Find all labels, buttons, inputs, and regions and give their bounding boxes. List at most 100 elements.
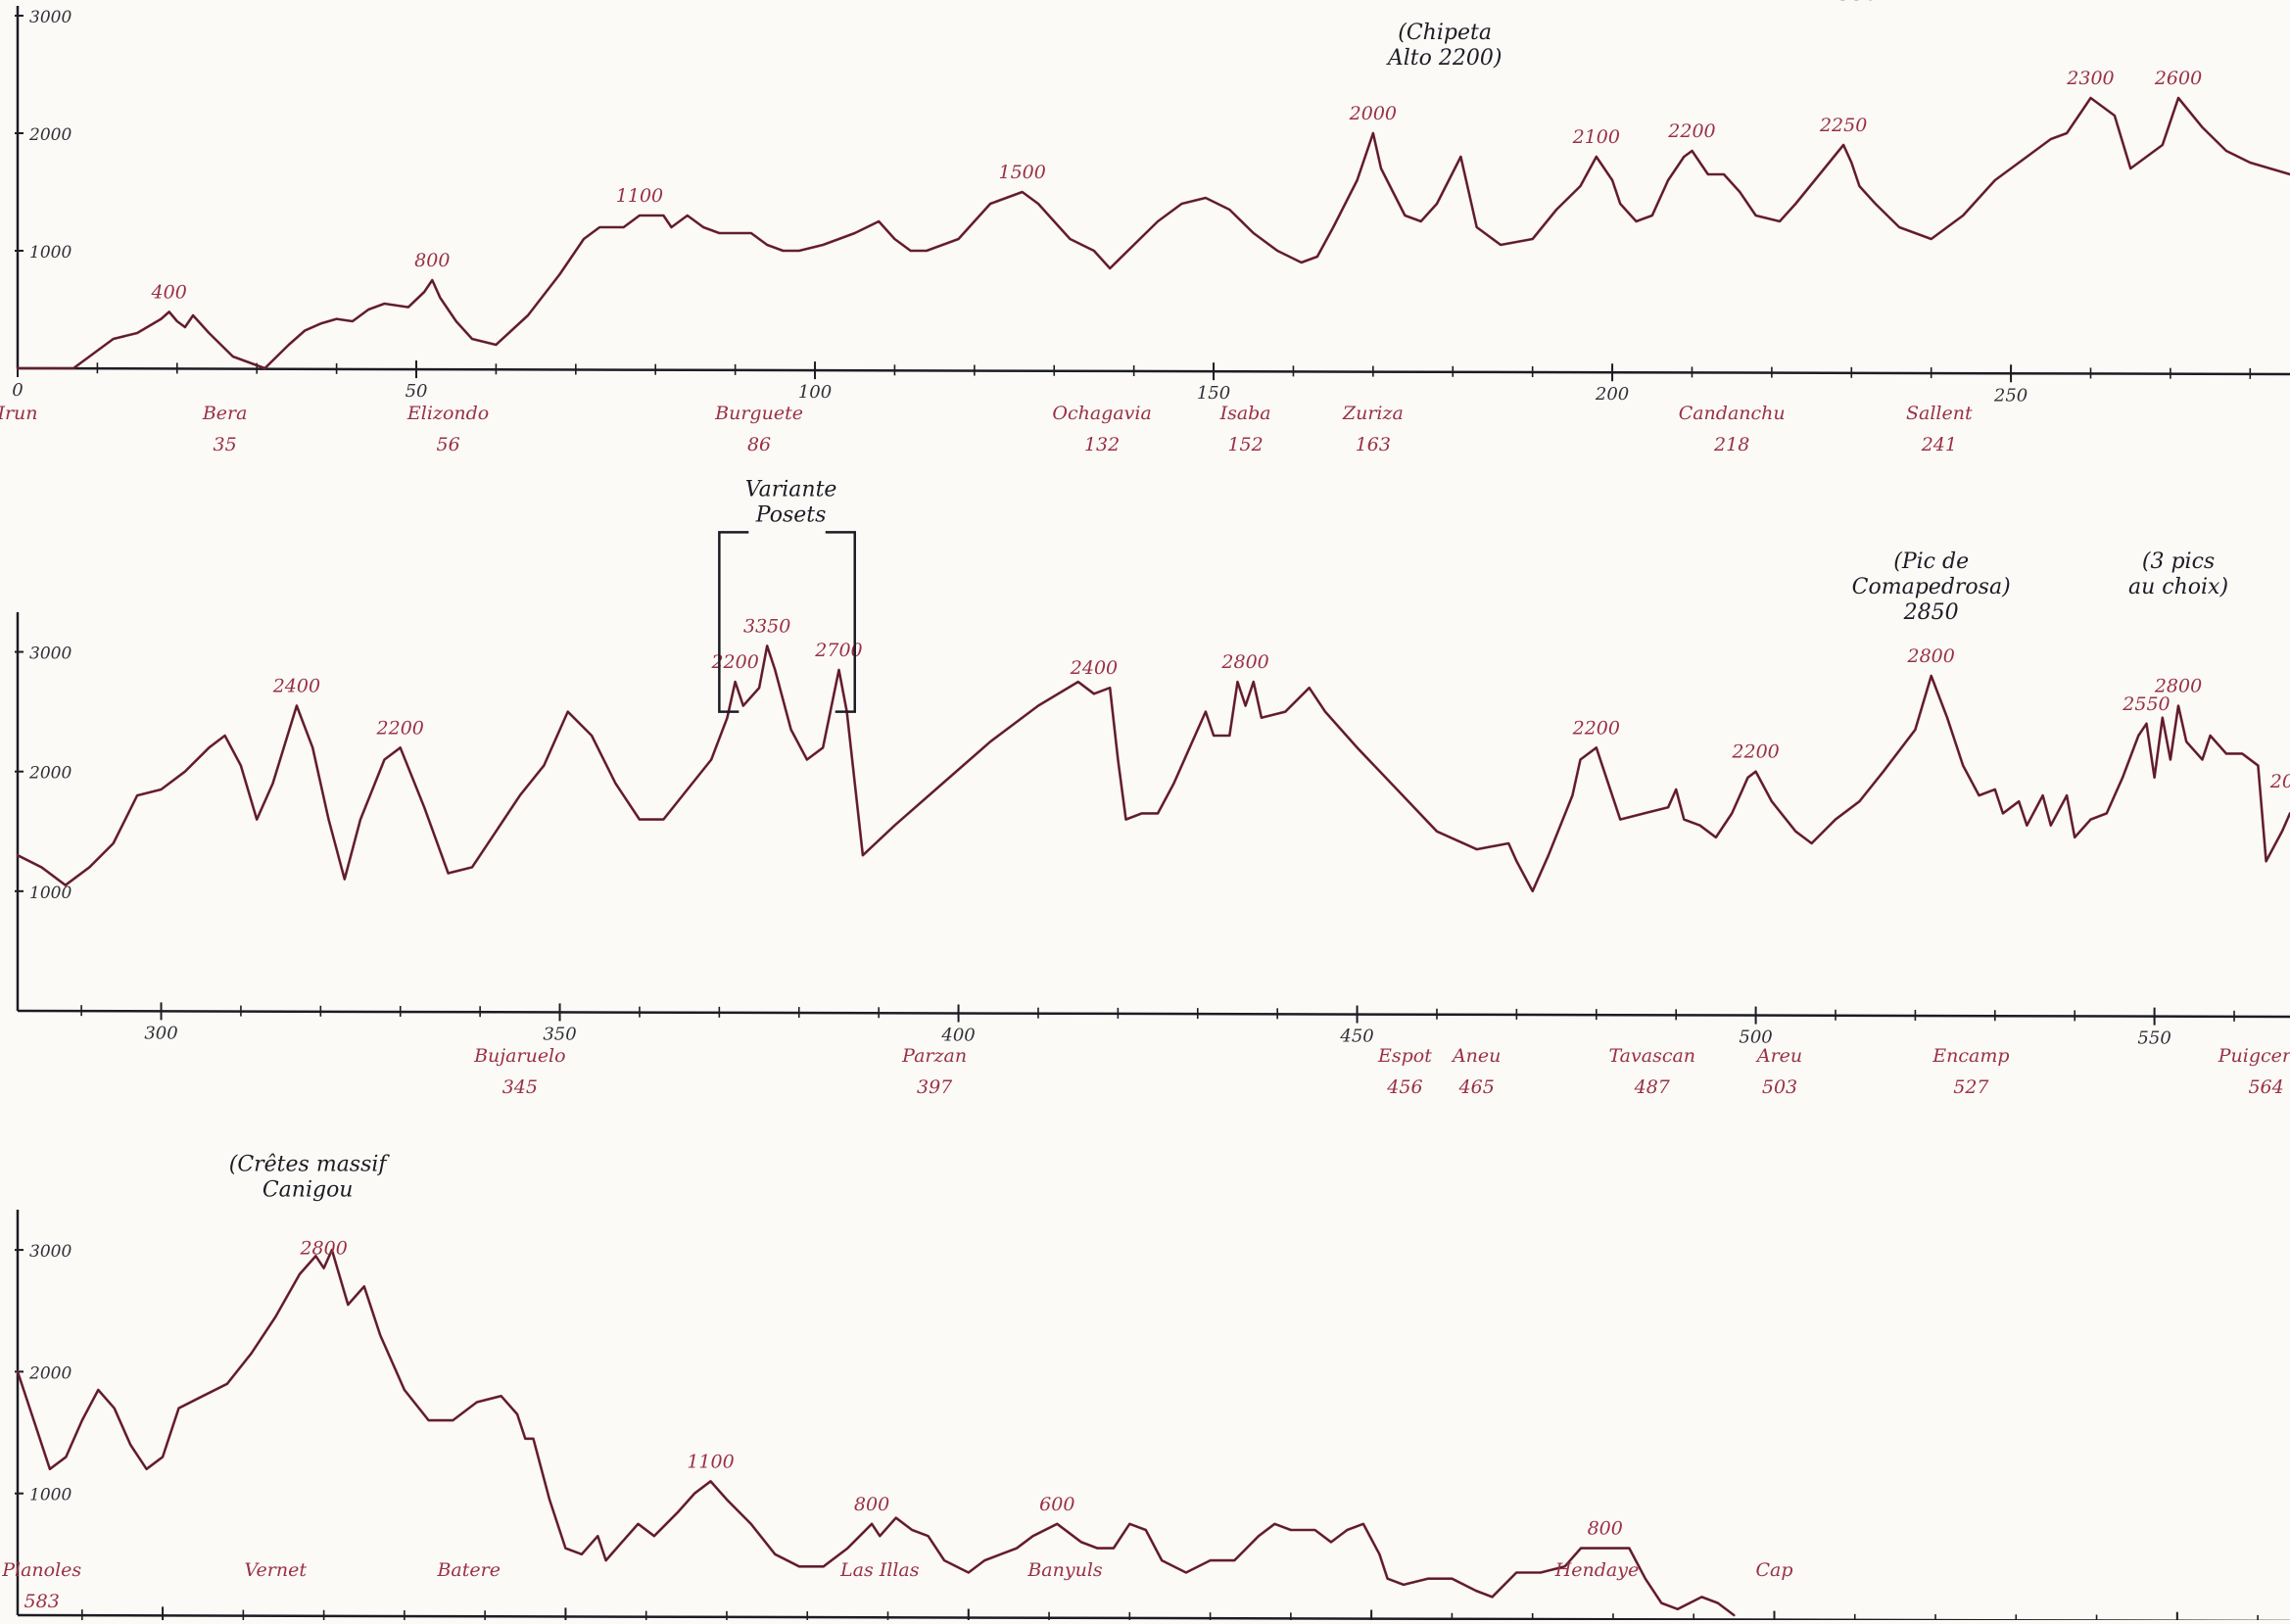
p1-stop-km-4: 86: [747, 434, 771, 455]
p2-summit-label-9: 2200: [1731, 741, 1779, 763]
p2-summit-label-13: 20: [2269, 771, 2290, 792]
p1-summit-label-7: 2200: [1667, 120, 1715, 142]
p2-stop-name-6: Areu: [1755, 1045, 1802, 1067]
p2-stop-km-1: 345: [502, 1076, 538, 1098]
p1-stop-name-5: Ochagavia: [1052, 403, 1151, 424]
p2-summit-label-10: 2800: [1907, 645, 1955, 667]
p3-y-tick-label-2000: 2000: [28, 1363, 72, 1383]
p3-summit-label-4: 600: [1039, 1494, 1074, 1515]
p3-summit-label-1: 2800: [299, 1238, 347, 1260]
p1-note-1-line-1: (Chipeta: [1398, 21, 1492, 45]
p3-summit-label-2: 1100: [687, 1451, 734, 1472]
p2-note-2-line-1: (Pic de: [1893, 549, 1969, 574]
p2-bracket-right: [825, 531, 856, 713]
p1-stop-km-9: 241: [1921, 434, 1957, 455]
p2-summit-label-6: 2400: [1070, 657, 1118, 679]
p1-stop-km-8: 218: [1713, 434, 1749, 455]
p1-summit-label-1: 400: [151, 281, 187, 303]
p1-stop-name-1: Irun: [0, 403, 38, 424]
p2-y-tick-label-2000: 2000: [28, 764, 72, 784]
p1-y-tick-label-1000: 1000: [29, 243, 72, 263]
p2-x-tick-label-400: 400: [940, 1025, 975, 1045]
p1-stop-name-9: Sallent: [1906, 403, 1973, 424]
p2-x-axis: [17, 1009, 2290, 1019]
p3-summit-label-5: 800: [1588, 1518, 1623, 1540]
p2-stop-km-8: 564: [2248, 1076, 2283, 1098]
p2-summit-label-4: 3350: [743, 615, 790, 637]
p1-summit-label-6: 2100: [1572, 126, 1620, 148]
p2-x-tick-label-500: 500: [1739, 1027, 1772, 1048]
p3-stop-name-5: Banyuls: [1026, 1559, 1103, 1581]
p3-stop-name-3: Batere: [436, 1559, 501, 1581]
p1-stop-name-4: Burguete: [714, 403, 803, 424]
p2-x-tick-label-300: 300: [144, 1023, 177, 1043]
p2-x-tick-label-550: 550: [2137, 1028, 2171, 1049]
p3-stop-km-1: 583: [24, 1591, 60, 1612]
p1-note-1-line-2: Alto 2200): [1386, 46, 1503, 71]
p1-stop-km-5: 132: [1084, 434, 1120, 455]
p3-stop-name-6: Hendaye: [1554, 1559, 1640, 1581]
p2-stop-name-7: Encamp: [1932, 1045, 2009, 1067]
p1-stop-name-8: Candanchu: [1679, 403, 1786, 424]
p3-stop-name-1: Planoles: [1, 1559, 81, 1581]
p3-stop-name-4: Las Illas: [839, 1559, 920, 1581]
p1-summit-label-8: 2250: [1819, 115, 1867, 136]
p2-stop-km-2: 397: [917, 1076, 953, 1098]
p2-summit-label-7: 2800: [1220, 651, 1268, 673]
p2-summit-label-5: 2700: [814, 640, 862, 661]
p3-note-1-line-1: (Crêtes massif: [229, 1152, 391, 1176]
p2-x-tick-label-350: 350: [543, 1024, 576, 1044]
p2-stop-name-4: Aneu: [1451, 1045, 1501, 1067]
p2-note-1-line-2: Posets: [755, 503, 827, 528]
p1-summit-label-3: 1100: [616, 185, 663, 207]
p2-stop-name-8: Puigcerda: [2218, 1045, 2290, 1067]
p2-summit-label-1: 2400: [272, 676, 320, 697]
p2-summit-label-2: 2200: [376, 717, 424, 739]
p1-stop-name-2: Bera: [202, 403, 248, 424]
p1-x-tick-label-200: 200: [1595, 384, 1629, 405]
p1-summit-label-10: 2600: [2154, 68, 2202, 89]
p1-stop-km-2: 35: [214, 434, 237, 455]
p1-summit-label-2: 800: [414, 250, 450, 271]
p1-y-tick-label-2000: 2000: [28, 125, 72, 145]
p2-summit-label-12: 2800: [2154, 676, 2202, 697]
p2-stop-name-5: Tavascan: [1608, 1045, 1695, 1067]
p2-elevation-line-pencil: [17, 644, 2290, 892]
p3-stop-name-2: Vernet: [245, 1559, 308, 1581]
p2-stop-name-3: Espot: [1377, 1045, 1432, 1067]
p2-note-2-line-3: 2850: [1903, 600, 1959, 625]
p2-stop-name-2: Parzan: [901, 1045, 967, 1067]
p2-x-tick-label-450: 450: [1339, 1027, 1373, 1047]
p3-elevation-line-pencil: [17, 1248, 1735, 1616]
p3-y-tick-label-1000: 1000: [29, 1486, 72, 1505]
p1-x-tick-label-250: 250: [1993, 385, 2028, 406]
p2-stop-km-5: 487: [1634, 1076, 1671, 1098]
p2-stop-km-6: 503: [1762, 1076, 1797, 1098]
p2-y-tick-label-1000: 1000: [29, 884, 72, 903]
p1-stop-name-7: Zuriza: [1342, 403, 1404, 424]
p1-x-axis: [17, 366, 2290, 376]
p1-summit-label-9: 2300: [2066, 68, 2114, 89]
p2-y-tick-label-3000: 3000: [29, 645, 72, 664]
p2-summit-label-3: 2200: [710, 651, 758, 673]
p1-stop-km-3: 56: [436, 434, 459, 455]
p3-x-axis: [17, 1613, 2290, 1623]
p2-note-3-line-2: au choix): [2128, 575, 2228, 599]
p1-elevation-line: [16, 96, 2290, 370]
p2-bracket-left: [718, 531, 749, 713]
p2-stop-km-4: 465: [1458, 1076, 1495, 1098]
p2-stop-km-3: 456: [1386, 1076, 1422, 1098]
p2-note-3-line-1: (3 pics: [2142, 549, 2215, 574]
p2-elevation-line: [16, 645, 2290, 893]
p1-x-tick-label-0: 0: [12, 380, 23, 401]
p1-x-tick-label-150: 150: [1197, 383, 1230, 404]
p1-stop-km-7: 163: [1356, 434, 1391, 455]
p1-stop-km-6: 152: [1227, 434, 1263, 455]
p3-summit-label-3: 800: [854, 1494, 889, 1515]
p1-stop-name-3: Elizondo: [406, 403, 489, 424]
p2-note-1-line-1: Variante: [745, 478, 837, 502]
p1-elevation-line-pencil: [18, 97, 2290, 369]
p2-note-2-line-2: Comapedrosa): [1852, 575, 2011, 599]
